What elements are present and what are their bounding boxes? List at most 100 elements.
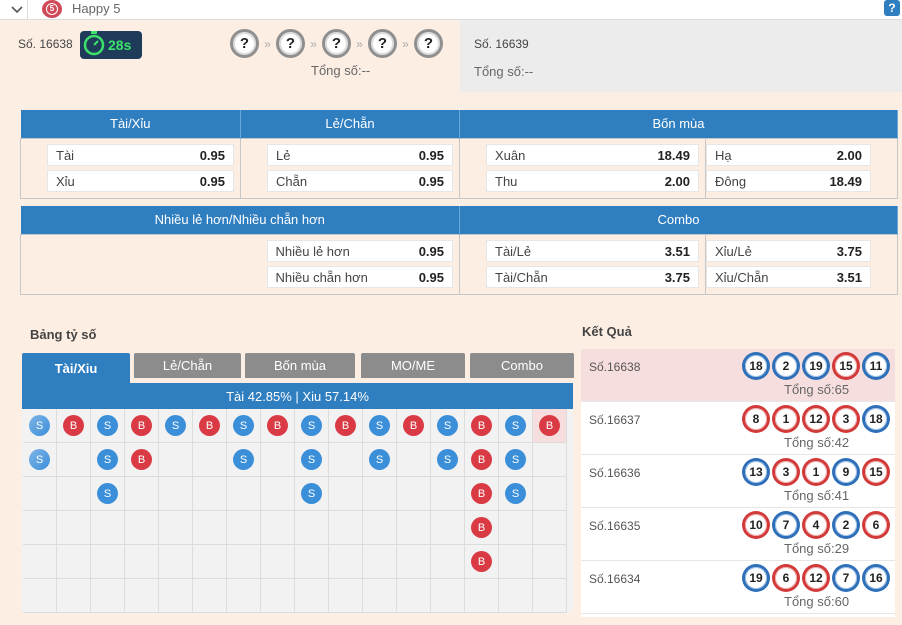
bet-odd: 18.49 [829,173,862,189]
pending-ball: ? [276,29,305,58]
grid-cell: B [397,409,431,443]
grid-cell [261,545,295,579]
grid-cell: S [23,409,57,443]
bet-xiu[interactable]: Xỉu 0.95 [47,170,234,192]
pending-ball: ? [322,29,351,58]
grid-cell: B [465,409,499,443]
results-list: Số.16638 18 2 19 15 11 Tổng số:65 Số.16637 8 1 12 3… [581,349,895,617]
result-ball: 7 [775,514,797,536]
grid-cell [261,511,295,545]
result-ball: 2 [835,514,857,536]
tab-bon-mua[interactable]: Bốn mùa [245,353,355,378]
pending-ball: ? [414,29,443,58]
result-balls: 10 7 4 2 6 [737,514,887,536]
bet-tai-le[interactable]: Tài/Lẻ 3.51 [486,240,699,262]
grid-cell [91,511,125,545]
bet-chan[interactable]: Chẵn 0.95 [267,170,453,192]
bet-nhieu-chan[interactable]: Nhiều chẵn hơn 0.95 [266,266,453,288]
grid-cell [533,443,567,477]
grid-cell [57,443,91,477]
grid-cell [125,579,159,613]
result-ball: 19 [745,567,767,589]
bet-thu[interactable]: Thu 2.00 [486,170,699,192]
bet-odd: 3.75 [664,269,690,285]
xiu-marker: S [301,415,322,436]
grid-cell [227,579,261,613]
bet-label: Xỉu [56,173,75,189]
bet-odd: 0.95 [199,147,225,163]
bet-xiu-chan[interactable]: Xỉu/Chẵn 3.51 [706,266,871,288]
bet-label: Tài [56,147,75,163]
grid-cell: B [125,443,159,477]
bet-odd: 18.49 [657,147,690,163]
result-ball: 18 [745,355,767,377]
result-ball: 12 [805,567,827,589]
bet-xuan[interactable]: Xuân 18.49 [486,144,699,166]
bet-tai[interactable]: Tài 0.95 [47,144,234,166]
grid-cell [499,545,533,579]
grid-cell [57,477,91,511]
grid-cell: S [227,443,261,477]
help-icon[interactable]: ? [884,0,900,16]
results-title: Kết Quả [582,324,632,339]
bet-odd: 3.51 [836,269,862,285]
grid-cell: S [363,443,397,477]
tab-mo-me[interactable]: MO/ME [361,353,465,378]
tai-marker: B [267,415,288,436]
tai-marker: B [471,551,492,572]
grid-cell [57,579,91,613]
result-ball: 13 [745,461,767,483]
grid-cell [193,579,227,613]
grid-cell [431,545,465,579]
grid-cell: S [295,443,329,477]
grid-cell [23,545,57,579]
grid-cell: B [125,409,159,443]
tai-marker: B [335,415,356,436]
result-ball: 8 [745,408,767,430]
result-ball: 10 [745,514,767,536]
grid-cell [397,443,431,477]
xiu-marker: S [233,449,254,470]
result-draw-number: Số.16635 [589,519,641,533]
bet-tai-chan[interactable]: Tài/Chẵn 3.75 [486,266,699,288]
bet-dong[interactable]: Đông 18.49 [706,170,871,192]
grid-cell [533,545,567,579]
xiu-marker: S [97,415,118,436]
grid-cell: S [295,477,329,511]
collapse-chevron-icon[interactable] [6,0,28,20]
tab-le-chan[interactable]: Lẻ/Chẵn [134,353,241,378]
grid-cell [193,545,227,579]
tab-combo[interactable]: Combo [470,353,574,378]
grid-cell [159,443,193,477]
grid-cell: B [193,409,227,443]
bet-odd: 3.75 [836,243,862,259]
result-ball: 15 [865,461,887,483]
result-ball: 3 [835,408,857,430]
next-draw-number: Số. 16639 [474,37,529,51]
grid-cell [57,545,91,579]
tai-marker: B [539,415,560,436]
bet-le[interactable]: Lẻ 0.95 [267,144,453,166]
header-tai-xiu: Tài/Xỉu [20,110,241,138]
grid-cell: S [91,409,125,443]
xiu-marker: S [233,415,254,436]
bet-ha[interactable]: Hạ 2.00 [706,144,871,166]
bet-label: Tài/Chẵn [495,269,548,285]
grid-cell: B [261,409,295,443]
grid-cell [125,511,159,545]
grid-cell: B [57,409,91,443]
grid-cell [159,545,193,579]
grid-cell: S [91,443,125,477]
tab-tai-xiu[interactable]: Tài/Xiu [22,353,130,383]
grid-cell [329,443,363,477]
result-total: Tổng số:65 [784,382,850,397]
result-ball: 15 [835,355,857,377]
bet-nhieu-le[interactable]: Nhiều lẻ hơn 0.95 [266,240,453,262]
bet-xiu-le[interactable]: Xỉu/Lẻ 3.75 [706,240,871,262]
result-ball: 7 [835,567,857,589]
grid-cell [397,545,431,579]
grid-cell [329,477,363,511]
grid-cell [465,579,499,613]
grid-cell [329,511,363,545]
grid-cell: B [465,511,499,545]
